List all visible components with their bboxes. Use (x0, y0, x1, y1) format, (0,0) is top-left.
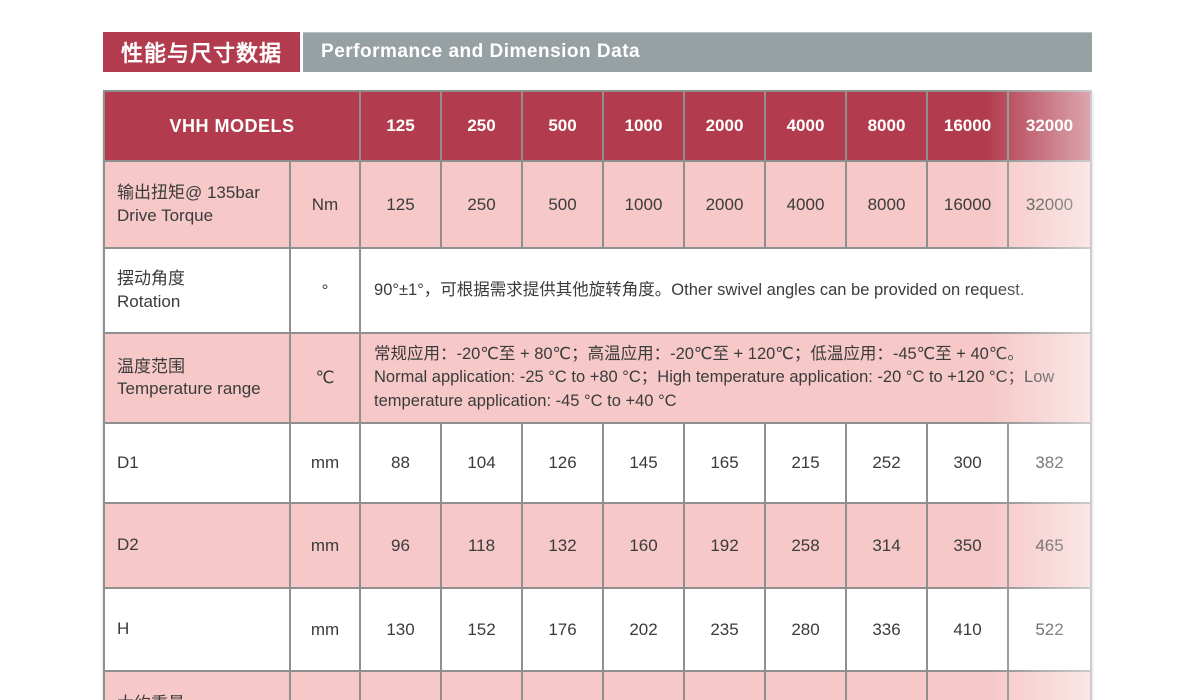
row-label: 摆动角度 Rotation (103, 247, 291, 334)
row-label-en: Drive Torque (117, 205, 214, 225)
row-d2: D2 mm 96 118 132 160 192 258 314 350 465 (103, 502, 1092, 589)
header-model-125: 125 (359, 90, 443, 162)
unit-cell: ° (288, 247, 362, 334)
unit-cell: mm (288, 502, 362, 589)
row-label-en: H (117, 619, 130, 639)
unit-cell: mm (288, 587, 362, 672)
value-cell: 235 (683, 587, 767, 672)
row-label-en: Temperature range (117, 379, 261, 398)
row-label: 大约重量 Approximate Weight (103, 670, 291, 700)
value-cell: 82 (845, 670, 929, 700)
header-row: VHH MODELS 125 250 500 1000 2000 4000 80… (102, 90, 1092, 162)
row-temperature-range: 温度范围 Temperature range ℃ 常规应用：-20℃至 + 80… (103, 332, 1092, 424)
value-cell: 104 (440, 422, 524, 504)
value-cell: 336 (845, 587, 929, 672)
header-model-4000: 4000 (764, 90, 848, 162)
value-cell: 465 (1007, 502, 1092, 589)
row-d1: D1 mm 88 104 126 145 165 215 252 300 382 (103, 422, 1092, 504)
value-cell: 258 (764, 502, 848, 589)
value-cell: 125 (359, 160, 443, 249)
value-cell: 10 (521, 670, 605, 700)
unit-cell: ℃ (288, 332, 362, 424)
row-label-en: D1 (117, 452, 139, 472)
value-cell: 350 (926, 502, 1010, 589)
header-models-label: VHH MODELS (102, 90, 362, 162)
unit-cell: Nm (288, 160, 362, 249)
value-cell: 160 (602, 502, 686, 589)
row-label-en: D2 (117, 535, 139, 555)
value-cell: 32000 (1007, 160, 1092, 249)
row-label-zh: 温度范围 (117, 356, 185, 376)
value-cell: 280 (764, 587, 848, 672)
row-approximate-weight: 大约重量 Approximate Weight Kg 2.9 7 10 15 3… (103, 670, 1092, 700)
value-cell: 320 (1007, 670, 1092, 700)
value-cell: 43 (764, 670, 848, 700)
value-cell: 7 (440, 670, 524, 700)
temperature-note: 常规应用：-20℃至 + 80℃；高温应用：-20℃至 + 120℃；低温应用：… (359, 332, 1092, 424)
row-label-zh: 大约重量 (117, 693, 281, 700)
value-cell: 522 (1007, 587, 1092, 672)
value-cell: 176 (521, 587, 605, 672)
row-label-zh: 摆动角度 (117, 269, 185, 289)
row-h: H mm 130 152 176 202 235 280 336 410 522 (103, 587, 1092, 672)
value-cell: 130 (359, 587, 443, 672)
section-title-english: Performance and Dimension Data (303, 32, 1092, 72)
value-cell: 250 (440, 160, 524, 249)
value-cell: 165 (683, 422, 767, 504)
row-label: 温度范围 Temperature range (103, 332, 291, 424)
value-cell: 202 (602, 587, 686, 672)
row-rotation: 摆动角度 Rotation ° 90°±1°，可根据需求提供其他旋转角度。Oth… (103, 247, 1092, 334)
header-model-16000: 16000 (926, 90, 1010, 162)
header-model-500: 500 (521, 90, 605, 162)
row-label-zh: 输出扭矩@ 135bar (117, 183, 260, 203)
value-cell: 1000 (602, 160, 686, 249)
temperature-note-en: Normal application: -25 °C to +80 °C；Hig… (374, 368, 1055, 410)
row-label: H (103, 587, 291, 672)
row-label-en: Rotation (117, 291, 181, 311)
performance-table-container: VHH MODELS 125 250 500 1000 2000 4000 80… (102, 90, 1092, 700)
unit-cell: mm (288, 422, 362, 504)
value-cell: 500 (521, 160, 605, 249)
value-cell: 33 (683, 670, 767, 700)
temperature-note-zh: 常规应用：-20℃至 + 80℃；高温应用：-20℃至 + 120℃；低温应用：… (374, 344, 1024, 363)
row-label: D2 (103, 502, 291, 589)
row-label: 输出扭矩@ 135bar Drive Torque (103, 160, 291, 249)
value-cell: 130 (926, 670, 1010, 700)
value-cell: 152 (440, 587, 524, 672)
unit-cell: Kg (288, 670, 362, 700)
rotation-note: 90°±1°，可根据需求提供其他旋转角度。Other swivel angles… (359, 247, 1092, 334)
value-cell: 145 (602, 422, 686, 504)
value-cell: 16000 (926, 160, 1010, 249)
header-model-32000: 32000 (1007, 90, 1092, 162)
value-cell: 15 (602, 670, 686, 700)
section-title-bar: 性能与尺寸数据 Performance and Dimension Data (103, 32, 1092, 72)
value-cell: 314 (845, 502, 929, 589)
header-model-250: 250 (440, 90, 524, 162)
row-label: D1 (103, 422, 291, 504)
section-title-chinese: 性能与尺寸数据 (103, 32, 301, 72)
value-cell: 8000 (845, 160, 929, 249)
header-model-1000: 1000 (602, 90, 686, 162)
header-model-8000: 8000 (845, 90, 929, 162)
value-cell: 118 (440, 502, 524, 589)
value-cell: 96 (359, 502, 443, 589)
value-cell: 126 (521, 422, 605, 504)
table-header: VHH MODELS 125 250 500 1000 2000 4000 80… (102, 90, 1092, 162)
value-cell: 192 (683, 502, 767, 589)
value-cell: 252 (845, 422, 929, 504)
row-drive-torque: 输出扭矩@ 135bar Drive Torque Nm 125 250 500… (103, 160, 1092, 249)
table-body: 输出扭矩@ 135bar Drive Torque Nm 125 250 500… (103, 160, 1092, 700)
value-cell: 4000 (764, 160, 848, 249)
value-cell: 2.9 (359, 670, 443, 700)
value-cell: 2000 (683, 160, 767, 249)
value-cell: 88 (359, 422, 443, 504)
value-cell: 215 (764, 422, 848, 504)
value-cell: 300 (926, 422, 1010, 504)
performance-dimension-table: VHH MODELS 125 250 500 1000 2000 4000 80… (102, 90, 1092, 700)
value-cell: 382 (1007, 422, 1092, 504)
value-cell: 410 (926, 587, 1010, 672)
header-model-2000: 2000 (683, 90, 767, 162)
value-cell: 132 (521, 502, 605, 589)
